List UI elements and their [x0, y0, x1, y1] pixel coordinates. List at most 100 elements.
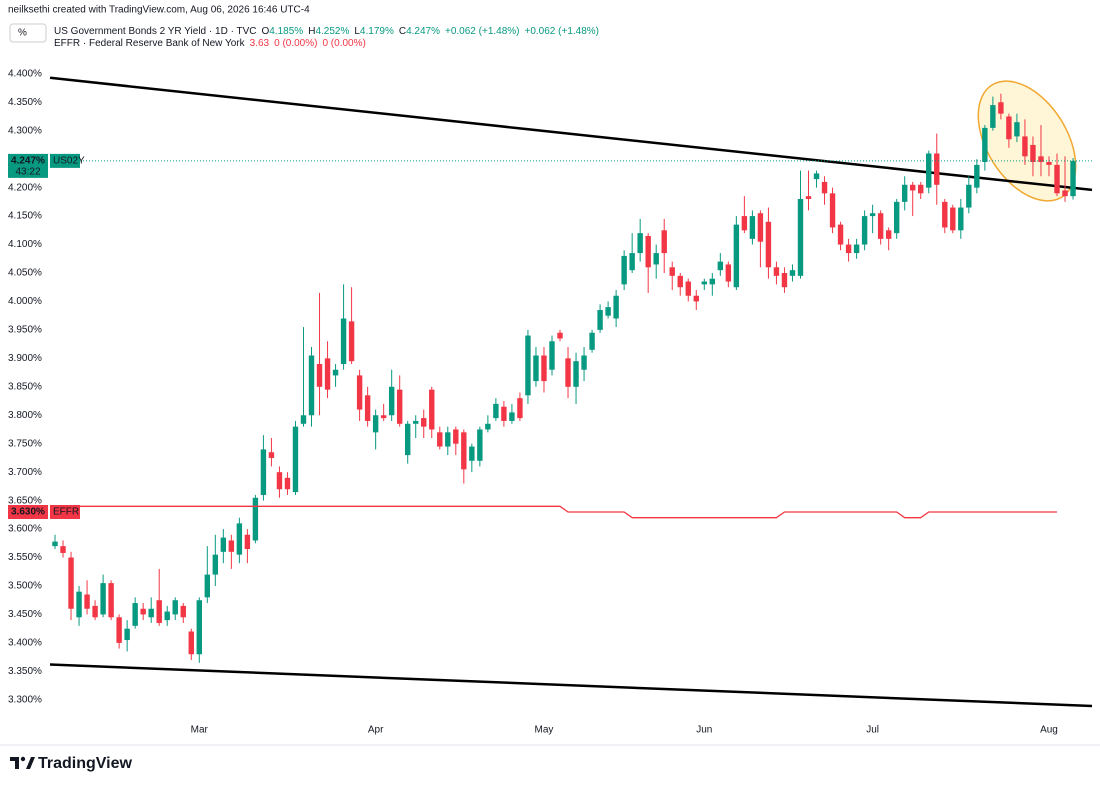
- x-tick-label: Aug: [1040, 725, 1058, 736]
- candle-body: [396, 389, 403, 424]
- candle-body: [765, 221, 772, 268]
- candle-body: [108, 583, 114, 618]
- y-tick-label: 3.700%: [8, 467, 42, 478]
- candle-body: [813, 173, 820, 180]
- legend-value: 3.63: [250, 38, 270, 49]
- y-tick-label: 3.500%: [8, 581, 42, 592]
- x-tick-label: Jul: [866, 725, 879, 736]
- y-tick-label: 3.800%: [8, 410, 42, 421]
- candle-body: [837, 224, 844, 245]
- candle-body: [717, 261, 724, 271]
- legend-key: H: [308, 26, 315, 37]
- candle-body: [781, 272, 788, 288]
- candle-body: [573, 361, 579, 387]
- candle-body: [388, 386, 395, 416]
- candle-body: [645, 236, 651, 268]
- candle-body: [1062, 190, 1068, 197]
- candle-body: [621, 255, 627, 285]
- candle-body: [1070, 160, 1076, 197]
- candle-body: [220, 537, 227, 552]
- candle-body: [84, 594, 90, 609]
- legend-key: L: [354, 26, 360, 37]
- candle-body: [1022, 136, 1028, 157]
- candle-body: [364, 395, 371, 421]
- candle-body: [893, 201, 900, 234]
- unit-icon-box: [9, 23, 47, 43]
- candle-body: [228, 540, 235, 552]
- candle-body: [445, 432, 451, 447]
- candle-body: [974, 164, 980, 188]
- legend-value: 0 (0.00%): [274, 38, 317, 49]
- candle-body: [845, 244, 852, 254]
- candle-body: [148, 608, 154, 618]
- candle-body: [244, 534, 251, 549]
- candle-body: [605, 307, 611, 316]
- brand: TradingView: [38, 755, 133, 772]
- candle-body: [661, 230, 667, 254]
- candle-body: [805, 196, 812, 200]
- candle-body: [180, 605, 186, 618]
- candle-body: [76, 591, 82, 618]
- candle-body: [252, 497, 259, 541]
- y-tick-label: 3.450%: [8, 609, 42, 620]
- candle-body: [749, 216, 756, 239]
- candle-body: [156, 600, 162, 623]
- candle-body: [926, 153, 932, 188]
- candle-body: [172, 600, 178, 615]
- candle-body: [501, 406, 507, 421]
- candle-body: [677, 275, 683, 288]
- candle-body: [1006, 116, 1012, 140]
- candle-body: [733, 224, 740, 288]
- y-tick-label: 4.150%: [8, 211, 42, 222]
- candle-body: [581, 355, 587, 370]
- y-tick-label: 3.400%: [8, 638, 42, 649]
- legend-key: C: [399, 26, 406, 37]
- candle-body: [380, 415, 387, 419]
- candle-body: [910, 184, 916, 191]
- price-tag: [8, 504, 48, 519]
- legend-title: US Government Bonds 2 YR Yield · 1D · TV…: [54, 26, 257, 37]
- price-tag-label: 4.247%: [11, 156, 45, 167]
- candle-body: [164, 611, 170, 621]
- candle-body: [901, 184, 908, 202]
- candle-body: [348, 321, 355, 362]
- candle-body: [421, 418, 427, 427]
- candle-body: [284, 477, 291, 490]
- y-tick-label: 3.600%: [8, 524, 42, 535]
- candle-body: [565, 358, 571, 387]
- unit-icon: %: [18, 28, 27, 39]
- y-tick-label: 3.350%: [8, 666, 42, 677]
- y-tick-label: 3.950%: [8, 325, 42, 336]
- candle-body: [308, 355, 315, 416]
- y-tick-label: 3.750%: [8, 438, 42, 449]
- candle-body: [340, 318, 347, 365]
- candle-body: [958, 207, 964, 231]
- candle-body: [1038, 156, 1044, 163]
- y-tick-label: 4.350%: [8, 97, 42, 108]
- candle-body: [725, 264, 732, 282]
- candle-body: [877, 213, 884, 239]
- candle-body: [68, 557, 74, 609]
- candle-body: [260, 449, 267, 495]
- candle-body: [509, 412, 515, 421]
- legend-value: 4.252%: [315, 26, 349, 37]
- candle-body: [629, 253, 635, 271]
- y-tick-label: 4.300%: [8, 125, 42, 136]
- x-tick-label: Mar: [191, 725, 209, 736]
- candle-body: [316, 364, 323, 387]
- y-tick-label: 3.650%: [8, 495, 42, 506]
- candle-body: [477, 429, 483, 461]
- candle-body: [613, 295, 619, 319]
- y-tick-label: 4.050%: [8, 268, 42, 279]
- candle-body: [821, 181, 828, 194]
- candle-body: [869, 213, 876, 217]
- legend-value: 4.179%: [360, 26, 394, 37]
- legend-value: 4.185%: [269, 26, 303, 37]
- candle-body: [92, 605, 98, 618]
- price-tag-label: 3.630%: [11, 507, 45, 518]
- candle-body: [276, 472, 283, 490]
- candle-body: [437, 432, 443, 447]
- candle-body: [236, 523, 243, 555]
- candle-body: [1054, 164, 1060, 194]
